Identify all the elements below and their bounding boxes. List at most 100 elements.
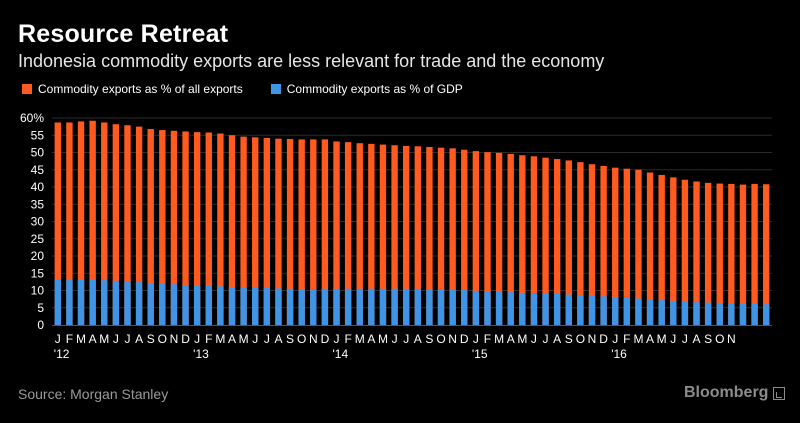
bar-all-exports [530,156,538,325]
x-year-label: '12 [54,347,70,361]
bar-gdp [507,292,514,325]
bar-all-exports [437,147,445,325]
bar-gdp [728,303,735,325]
bar-all-exports [484,152,491,325]
bar-all-exports [670,177,677,325]
bar-all-exports [193,132,201,325]
bar-all-exports [252,137,259,325]
bar-all-exports [263,138,271,325]
x-tick-label: F [344,332,351,346]
x-year-label: '15 [472,347,488,361]
y-tick-label: 40 [31,180,45,194]
x-tick-label: D [321,332,330,346]
bar-gdp [716,302,723,325]
bar-all-exports [449,148,456,325]
bar-gdp [391,288,398,325]
bar-gdp [472,290,480,325]
legend-swatch-all-exports [22,84,32,94]
bar-all-exports [414,146,421,325]
bar-gdp [426,289,433,325]
bar-all-exports [112,124,120,326]
bar-gdp [600,296,607,325]
x-year-label: '13 [193,347,209,361]
bar-gdp [612,297,619,325]
bar-all-exports [124,125,131,326]
bar-all-exports [310,139,317,325]
bar-all-exports [228,135,236,325]
bar-all-exports [461,149,468,325]
bloomberg-logo-icon [773,386,786,400]
bar-gdp [414,288,421,325]
x-tick-label: M [633,332,643,346]
bar-gdp [205,286,212,325]
y-tick-label: 0 [37,318,44,332]
bar-gdp [77,279,85,325]
bar-gdp [577,295,584,325]
bar-all-exports [716,183,723,325]
bar-all-exports [495,152,503,325]
bar-all-exports [240,136,247,325]
x-tick-label: J [531,332,537,346]
x-tick-label: J [543,332,549,346]
bar-gdp [101,280,108,325]
legend-label-all-exports: Commodity exports as % of all exports [38,82,243,96]
y-tick-label: 20 [31,249,45,263]
bar-all-exports [54,122,61,325]
x-tick-label: O [576,332,585,346]
x-tick-label: J [392,332,398,346]
x-tick-label: M [239,332,249,346]
x-tick-label: N [727,332,736,346]
x-tick-label: S [147,332,155,346]
bar-gdp [54,279,61,325]
x-year-label: '14 [333,347,349,361]
bar-all-exports [623,168,631,325]
bar-gdp [228,287,236,325]
x-year-label: '16 [611,347,627,361]
x-tick-label: M [494,332,504,346]
bar-gdp [147,282,154,325]
bar-all-exports [391,145,398,325]
legend-label-gdp: Commodity exports as % of GDP [286,82,463,96]
bar-all-exports [101,122,108,325]
x-tick-label: O [436,332,445,346]
bar-all-exports [333,141,340,325]
bar-all-exports [403,145,410,325]
bar-gdp [333,288,340,325]
bar-gdp [298,289,305,325]
x-tick-label: J [334,332,340,346]
bar-gdp [495,291,503,325]
bar-gdp [519,292,526,325]
bar-gdp [379,288,387,325]
x-tick-label: N [448,332,457,346]
x-tick-label: M [215,332,225,346]
bar-gdp [646,299,654,325]
bar-gdp [588,296,596,325]
bar-all-exports [275,138,282,325]
x-tick-label: J [113,332,119,346]
bar-gdp [704,302,712,325]
x-tick-label: O [715,332,724,346]
bar-all-exports [763,184,770,325]
x-tick-label: J [264,332,270,346]
x-tick-label: A [228,332,236,346]
x-tick-label: J [252,332,258,346]
bar-gdp [670,300,677,325]
legend: Commodity exports as % of all exports Co… [22,82,491,96]
x-tick-label: M [517,332,527,346]
bar-all-exports [217,133,224,325]
x-tick-label: S [286,332,294,346]
y-tick-label: 45 [31,163,45,177]
bar-gdp [135,282,143,325]
bar-gdp [170,284,178,325]
x-tick-label: M [99,332,109,346]
bar-gdp [565,294,572,325]
bar-gdp [240,287,247,325]
bar-all-exports [344,142,352,325]
bar-gdp [693,302,700,325]
bar-all-exports [681,179,689,325]
y-tick-label: 30 [31,215,45,229]
bar-all-exports [472,151,480,325]
bar-all-exports [704,182,712,325]
x-tick-label: A [414,332,422,346]
brand-name: Bloomberg [684,384,769,401]
